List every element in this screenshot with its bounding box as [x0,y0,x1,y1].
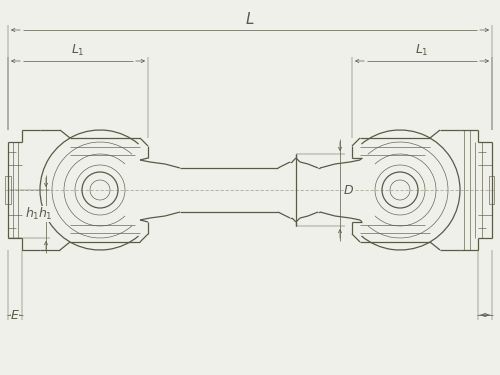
Bar [489,176,494,204]
Text: D: D [344,183,354,196]
Text: $h_1$: $h_1$ [26,206,40,222]
Text: $L_1$: $L_1$ [415,43,429,58]
Text: E: E [11,309,19,322]
Text: L: L [246,12,254,27]
Bar [5,176,11,204]
Text: $h_1$: $h_1$ [38,206,52,222]
Text: $L_1$: $L_1$ [71,43,85,58]
